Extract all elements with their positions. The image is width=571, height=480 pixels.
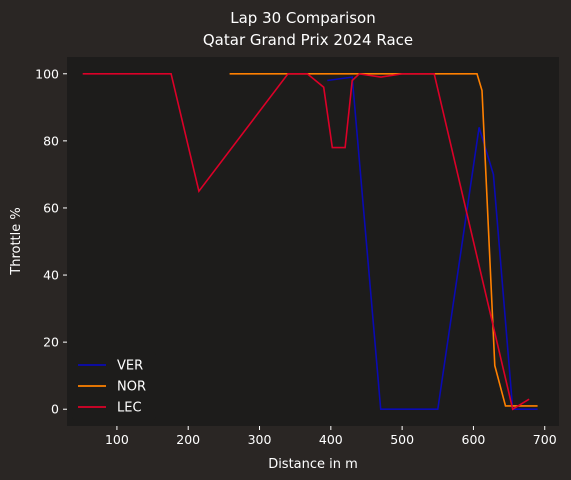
- y-axis-ticks: 0 20 40 60 80 100: [35, 66, 67, 417]
- chart-title-line2: Qatar Grand Prix 2024 Race: [203, 31, 413, 49]
- legend-label-nor: NOR: [117, 380, 146, 395]
- x-tick-label: 100: [105, 432, 129, 447]
- series-lines: [82, 72, 538, 411]
- y-tick-label: 40: [43, 268, 59, 283]
- y-tick-label: 100: [35, 66, 59, 81]
- series-line-nor: [229, 73, 538, 407]
- y-axis-label: Throttle %: [9, 207, 24, 275]
- x-axis-label: Distance in m: [268, 457, 358, 472]
- x-tick-label: 500: [390, 432, 414, 447]
- legend-label-lec: LEC: [117, 401, 142, 416]
- legend-label-ver: VER: [117, 359, 143, 374]
- y-tick-label: 60: [43, 200, 59, 215]
- x-tick-label: 600: [462, 432, 486, 447]
- y-tick-label: 80: [43, 133, 59, 148]
- legend: VER NOR LEC: [72, 352, 156, 420]
- y-tick-label: 20: [43, 335, 59, 350]
- y-tick-label: 0: [51, 402, 59, 417]
- series-line-ver: [327, 76, 538, 411]
- x-axis-ticks: 100 200 300 400 500 600 700: [105, 426, 557, 447]
- chart-title-line1: Lap 30 Comparison: [230, 9, 376, 27]
- x-tick-label: 700: [533, 432, 557, 447]
- x-tick-label: 300: [248, 432, 272, 447]
- x-tick-label: 400: [319, 432, 343, 447]
- series-line-lec: [82, 72, 530, 411]
- legend-box: [72, 352, 156, 420]
- x-tick-label: 200: [176, 432, 200, 447]
